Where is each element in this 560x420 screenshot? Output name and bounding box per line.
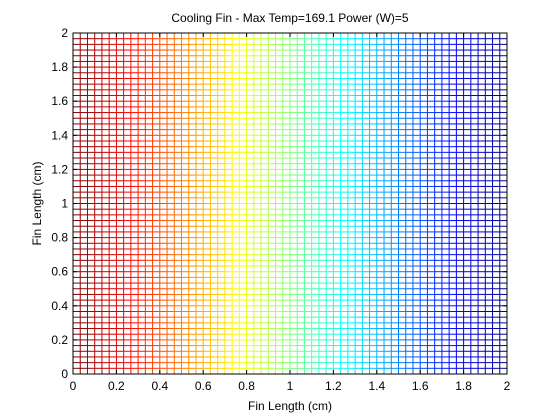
y-tick-label: 0.8: [51, 231, 68, 245]
y-tick-label: 1.8: [51, 60, 68, 74]
x-tick-label: 0.2: [108, 379, 125, 393]
x-axis-label: Fin Length (cm): [248, 399, 332, 413]
y-tick-label: 0: [61, 367, 68, 381]
x-tick-label: 0.8: [238, 379, 255, 393]
x-tick-label: 1.8: [455, 379, 472, 393]
x-tick-label: 0.4: [151, 379, 168, 393]
x-tick-label: 2: [504, 379, 511, 393]
x-tick-label: 1.6: [412, 379, 429, 393]
y-tick-label: 1.2: [51, 162, 68, 176]
y-axis-ticks: 0 0.2 0.4 0.6 0.8 1 1.2 1.4 1.6 1.8 2: [51, 26, 507, 381]
temperature-mesh: [72, 32, 508, 375]
x-tick-label: 1.2: [325, 379, 342, 393]
y-tick-label: 1.4: [51, 128, 68, 142]
x-tick-label: 1.4: [368, 379, 385, 393]
x-axis-ticks: 0 0.2 0.4 0.6 0.8 1 1.2 1.4 1.6 1.8 2: [70, 33, 511, 393]
y-axis-label: Fin Length (cm): [30, 161, 44, 245]
y-tick-label: 0.2: [51, 333, 68, 347]
chart-title: Cooling Fin - Max Temp=169.1 Power (W)=5: [171, 11, 409, 25]
y-tick-label: 0.6: [51, 265, 68, 279]
x-tick-label: 0: [70, 379, 77, 393]
y-tick-label: 1: [61, 197, 68, 211]
y-tick-label: 0.4: [51, 299, 68, 313]
x-tick-label: 1: [287, 379, 294, 393]
y-tick-label: 1.6: [51, 94, 68, 108]
y-tick-label: 2: [61, 26, 68, 40]
x-tick-label: 0.6: [195, 379, 212, 393]
